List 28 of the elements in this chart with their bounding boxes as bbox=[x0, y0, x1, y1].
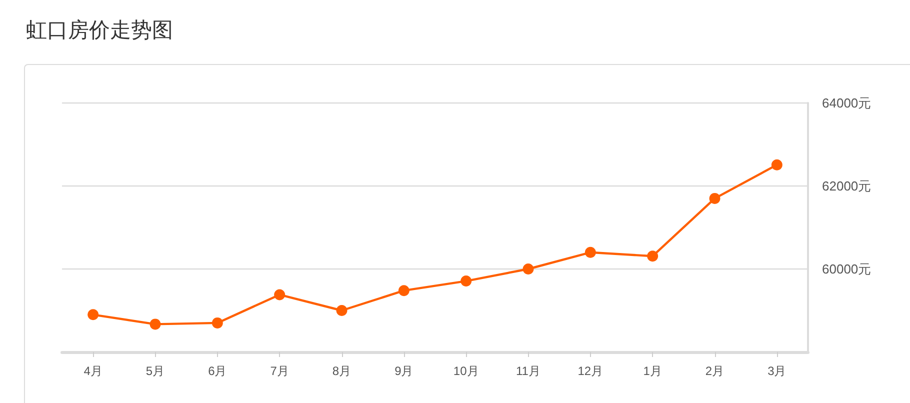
x-tick-label: 10月 bbox=[453, 364, 479, 378]
point bbox=[336, 305, 348, 316]
y-tick-label: 62000元 bbox=[822, 178, 872, 194]
point bbox=[212, 317, 223, 328]
point bbox=[771, 159, 782, 170]
x-tick-label: 9月 bbox=[394, 364, 414, 378]
y-tick-label: 60000元 bbox=[822, 262, 872, 276]
point bbox=[460, 276, 472, 287]
point bbox=[150, 318, 161, 330]
x-tick-label: 2月 bbox=[705, 364, 724, 378]
x-tick-label: 6月 bbox=[208, 364, 227, 378]
point bbox=[398, 285, 410, 296]
point bbox=[647, 250, 658, 262]
point bbox=[88, 309, 99, 320]
point bbox=[522, 264, 534, 274]
point bbox=[709, 192, 720, 204]
x-tick-label: 4月 bbox=[84, 364, 102, 378]
x-tick-label: 3月 bbox=[768, 364, 786, 378]
point bbox=[584, 246, 596, 258]
x-tick-label: 12月 bbox=[578, 364, 604, 378]
x-tick-label: 7月 bbox=[270, 364, 289, 378]
x-tick-label: 8月 bbox=[332, 364, 352, 378]
x-tick-label: 5月 bbox=[146, 364, 165, 378]
x-tick-label: 1月 bbox=[643, 364, 662, 378]
chart-title: 虹口房价走势图 bbox=[26, 19, 173, 42]
x-tick-label: 11月 bbox=[516, 364, 540, 378]
y-tick-label: 64000元 bbox=[822, 96, 872, 110]
point bbox=[274, 289, 286, 300]
